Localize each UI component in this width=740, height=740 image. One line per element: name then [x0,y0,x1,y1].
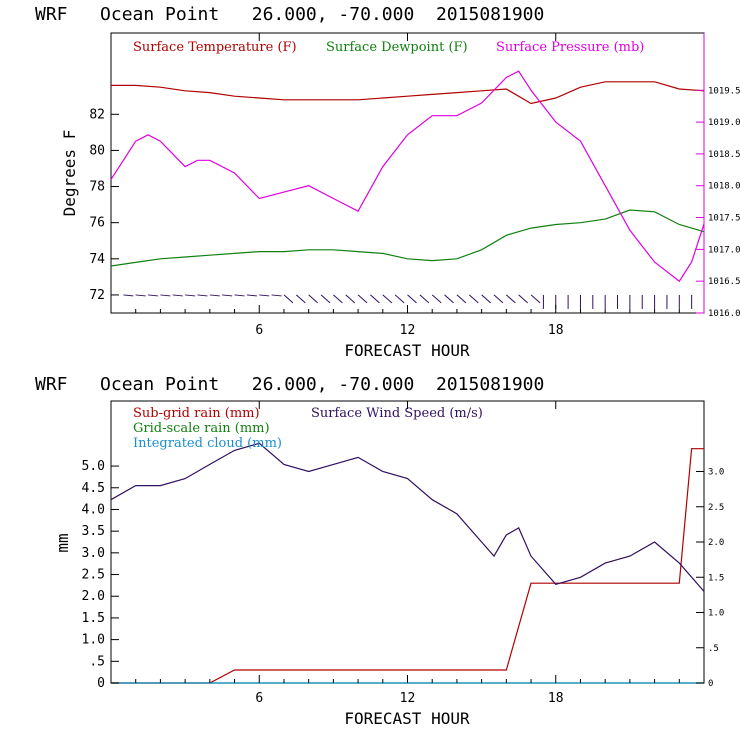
top-x-axis-label: FORECAST HOUR [344,341,470,360]
y-tick-label: 82 [89,107,105,122]
x-tick-label: 12 [400,323,416,338]
wind-barb [530,294,541,304]
y2-tick-label: 1016.0 [708,309,740,319]
legend-surface-pressure: Surface Pressure (mb) [496,40,644,55]
y-tick-label: 2.5 [82,568,105,583]
wind-barb [246,294,257,297]
wind-barb [419,294,430,304]
wind-barb [518,294,529,304]
top-plot-frame [110,32,705,314]
y2-tick-label: .5 [708,644,719,654]
bottom-x-axis-label: FORECAST HOUR [344,709,470,728]
wind-barb [283,294,294,304]
wind-barb [123,294,134,297]
y2-tick-label: 1018.5 [708,150,740,160]
wind-barb [320,294,331,304]
x-tick-label: 18 [548,691,564,706]
wind-barb [456,294,467,304]
series-line-1-0 [111,448,704,684]
y2-tick-label: 1017.5 [708,214,740,224]
series-line-1-3 [110,442,705,592]
wind-barb [333,294,343,304]
y2-tick-label: 1016.5 [708,277,740,287]
wind-barb [160,294,171,297]
top-y-axis-label: Degrees F [60,130,79,217]
wind-barb [468,294,479,304]
y2-tick-label: 3.0 [708,468,724,478]
bottom-y-axis-label: mm [53,533,72,552]
wind-barb [382,294,393,304]
wind-barb [209,294,220,297]
wind-barb [345,294,356,304]
x-tick-label: 18 [548,323,564,338]
wind-barb [148,294,159,297]
y-tick-label: .5 [89,654,105,669]
wind-barb [493,294,504,304]
y-tick-label: 4.0 [82,502,105,517]
y2-tick-label: 2.5 [708,503,724,513]
series-line-0-2 [110,70,705,283]
y-tick-label: 3.0 [82,546,105,561]
wind-barb [481,294,491,304]
wind-barb [357,294,368,304]
legend-sub-grid-rain: Sub-grid rain (mm) [133,406,260,421]
bottom-ticks: 6 12 18 0 .5 1.0 1.5 2.0 2.5 3.0 3.5 4.0 4.5 5.0 0 .5 1.… [82,401,724,706]
y-tick-label: 2.0 [82,589,105,604]
y2-tick-label: 1019.5 [708,86,740,96]
wind-barb [295,294,306,304]
wind-barb [308,294,318,304]
series-line-0-1 [110,209,705,267]
wind-barb [444,294,454,304]
wind-barb [370,294,380,304]
wind-barb [259,294,270,297]
wind-barb [185,294,196,297]
y2-tick-label: 0 [708,679,713,689]
wind-barb [271,294,282,297]
y-tick-label: 78 [89,180,105,195]
bottom-chart-title: WRF Ocean Point 26.000, -70.000 20150819… [35,374,544,395]
wind-barb [234,294,245,297]
top-series-group [110,70,705,283]
y-tick-label: 76 [89,216,105,231]
legend-surface-temperature: Surface Temperature (F) [133,40,297,55]
wind-barbs [123,294,693,309]
x-tick-label: 12 [400,691,416,706]
y2-tick-label: 2.0 [708,538,724,548]
y-tick-label: 74 [89,252,105,267]
y2-tick-label: 1.0 [708,609,724,619]
y-tick-label: 3.5 [82,524,105,539]
wind-barb [506,294,516,304]
legend-surface-dewpoint: Surface Dewpoint (F) [326,40,468,55]
wind-barb [197,294,208,297]
wind-barb [431,294,442,304]
legend-integrated-cloud: Integrated cloud (mm) [133,436,282,451]
legend-surface-wind-speed: Surface Wind Speed (m/s) [311,406,483,421]
y-tick-label: 0 [97,676,105,691]
y-tick-label: 1.0 [82,633,105,648]
series-line-0-0 [111,81,705,105]
legend-grid-scale-rain: Grid-scale rain (mm) [133,421,270,436]
wind-barb [222,294,233,297]
y-tick-label: 72 [89,288,105,303]
wind-barb [172,294,183,297]
wind-barb [407,294,417,304]
y2-tick-label: 1019.0 [708,118,740,128]
y-tick-label: 5.0 [82,459,105,474]
y-tick-label: 1.5 [82,611,105,626]
wind-barb [394,294,405,304]
top-ticks: 6 12 18 72 74 76 78 80 82 1016.0 1016.5 1017.0 1017.… [89,33,740,338]
wind-barb [135,294,146,297]
bottom-series-group [110,442,705,684]
top-chart-title: WRF Ocean Point 26.000, -70.000 20150819… [35,4,544,25]
x-tick-label: 6 [255,323,263,338]
y2-tick-label: 1.5 [708,573,724,583]
y-tick-label: 4.5 [82,481,105,496]
y2-tick-label: 1017.0 [708,245,740,255]
y2-tick-label: 1018.0 [708,182,740,192]
x-tick-label: 6 [255,691,263,706]
y-tick-label: 80 [89,143,105,158]
